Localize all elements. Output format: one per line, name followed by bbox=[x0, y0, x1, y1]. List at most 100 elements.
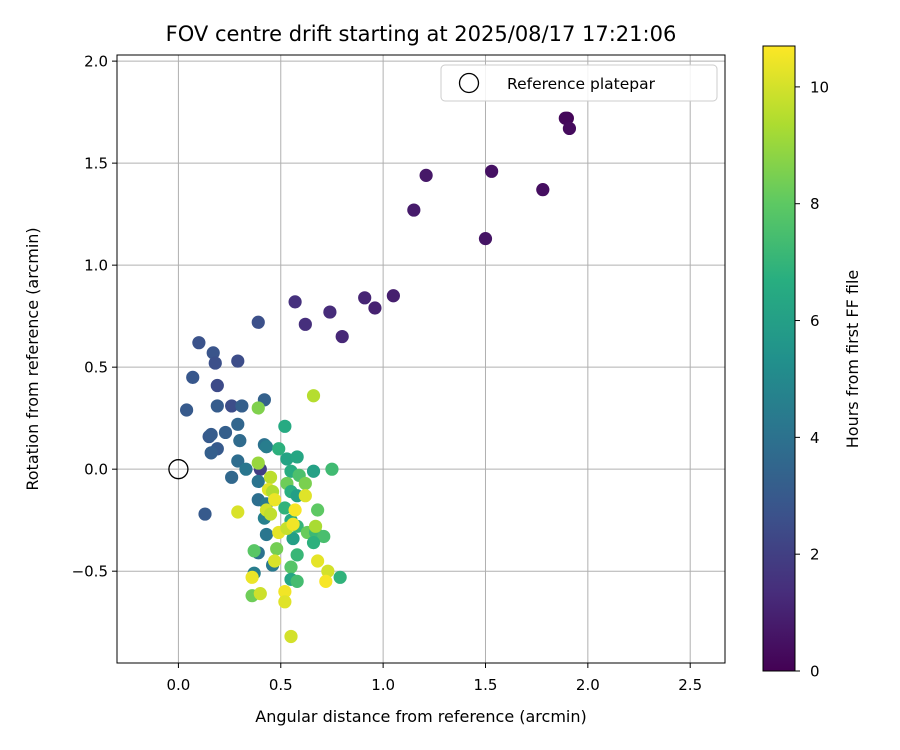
data-point bbox=[278, 584, 292, 599]
data-point bbox=[208, 356, 222, 370]
data-point bbox=[206, 346, 220, 360]
data-point bbox=[231, 354, 245, 368]
data-point bbox=[311, 554, 325, 568]
y-tick-label: 2.0 bbox=[84, 53, 108, 71]
data-point bbox=[306, 536, 321, 550]
data-point bbox=[251, 474, 265, 489]
legend-marker-icon bbox=[458, 72, 480, 94]
data-point bbox=[368, 301, 382, 315]
y-axis-ticks: −0.5 0.0 0.5 1.0 1.5 2.0 bbox=[72, 53, 117, 581]
data-point bbox=[286, 517, 300, 531]
grid-lines bbox=[117, 55, 725, 663]
x-tick-label: 2.5 bbox=[678, 676, 702, 694]
chart-title: FOV centre drift starting at 2025/08/17 … bbox=[166, 22, 677, 46]
colorbar-tick-label: 10 bbox=[810, 78, 829, 96]
data-point bbox=[251, 315, 265, 329]
y-tick-label: 1.5 bbox=[84, 155, 108, 173]
reference-marker bbox=[168, 459, 189, 480]
data-point bbox=[278, 595, 292, 609]
x-tick-label: 1.0 bbox=[371, 676, 395, 694]
data-point bbox=[298, 489, 312, 503]
x-tick-label: 0.0 bbox=[166, 676, 190, 694]
data-point bbox=[180, 403, 194, 417]
data-point bbox=[308, 519, 323, 533]
y-tick-label: 1.0 bbox=[84, 257, 108, 275]
data-point bbox=[323, 305, 337, 319]
data-point bbox=[284, 560, 298, 574]
data-point bbox=[210, 378, 224, 393]
colorbar-tick-label: 6 bbox=[810, 312, 820, 330]
data-point bbox=[218, 425, 233, 440]
data-point bbox=[259, 527, 274, 542]
data-point bbox=[290, 574, 304, 588]
colorbar: 0 2 4 6 8 10 Hours from first FF file bbox=[762, 45, 862, 681]
data-point bbox=[210, 399, 224, 413]
data-point bbox=[335, 329, 349, 344]
legend-box bbox=[440, 64, 718, 102]
data-point bbox=[231, 505, 245, 519]
data-point bbox=[231, 454, 245, 468]
data-point bbox=[284, 629, 298, 644]
colorbar-tick-label: 8 bbox=[810, 195, 820, 213]
data-point bbox=[419, 168, 433, 182]
data-point bbox=[253, 587, 267, 601]
colorbar-ticks: 0 2 4 6 8 10 bbox=[795, 78, 829, 681]
data-points bbox=[180, 111, 577, 644]
colorbar-tick-label: 4 bbox=[810, 429, 820, 447]
data-point bbox=[233, 434, 247, 448]
y-tick-label: 0.5 bbox=[84, 359, 108, 377]
data-point bbox=[235, 399, 249, 413]
y-axis-label: Rotation from reference (arcmin) bbox=[23, 227, 42, 490]
data-point bbox=[251, 456, 265, 470]
data-point bbox=[263, 507, 278, 521]
data-point bbox=[290, 450, 304, 464]
data-point bbox=[298, 317, 312, 331]
data-point bbox=[280, 452, 294, 466]
data-point bbox=[225, 470, 239, 484]
data-point bbox=[407, 203, 421, 217]
data-point bbox=[192, 336, 206, 350]
data-point bbox=[278, 419, 292, 433]
data-point bbox=[319, 574, 333, 588]
x-axis-ticks: 0.0 0.5 1.0 1.5 2.0 2.5 bbox=[166, 663, 702, 694]
legend-entry-reference-platepar: Reference platepar bbox=[507, 75, 656, 93]
data-point bbox=[186, 370, 200, 384]
data-point bbox=[536, 183, 550, 197]
data-point bbox=[268, 554, 282, 568]
data-point bbox=[478, 232, 493, 246]
data-point bbox=[290, 548, 304, 562]
data-point bbox=[321, 564, 335, 578]
colorbar-tick-label: 0 bbox=[810, 663, 820, 681]
data-point bbox=[204, 446, 218, 460]
colorbar-tick-label: 2 bbox=[810, 546, 820, 564]
legend[interactable]: Reference platepar bbox=[440, 64, 718, 102]
data-point bbox=[263, 470, 278, 484]
data-point bbox=[562, 121, 577, 136]
data-point bbox=[306, 389, 321, 403]
data-point bbox=[485, 164, 499, 178]
x-axis-label: Angular distance from reference (arcmin) bbox=[255, 707, 586, 726]
colorbar-gradient bbox=[762, 45, 796, 672]
data-point bbox=[259, 440, 274, 454]
data-point bbox=[270, 542, 284, 556]
data-point bbox=[247, 544, 261, 558]
data-point bbox=[386, 289, 400, 303]
x-tick-label: 0.5 bbox=[269, 676, 293, 694]
data-point bbox=[231, 417, 245, 431]
data-point bbox=[306, 464, 321, 478]
x-tick-label: 2.0 bbox=[576, 676, 600, 694]
data-point bbox=[251, 401, 265, 415]
colorbar-label: Hours from first FF file bbox=[843, 270, 862, 449]
data-point bbox=[298, 476, 312, 491]
data-point bbox=[278, 501, 292, 515]
data-point bbox=[288, 295, 302, 309]
data-point bbox=[358, 291, 372, 305]
data-point bbox=[204, 427, 218, 442]
y-tick-label: −0.5 bbox=[72, 563, 108, 581]
data-point bbox=[225, 399, 239, 413]
data-point bbox=[245, 570, 259, 584]
data-point bbox=[198, 507, 212, 521]
data-point bbox=[558, 111, 572, 125]
data-point bbox=[311, 503, 325, 517]
